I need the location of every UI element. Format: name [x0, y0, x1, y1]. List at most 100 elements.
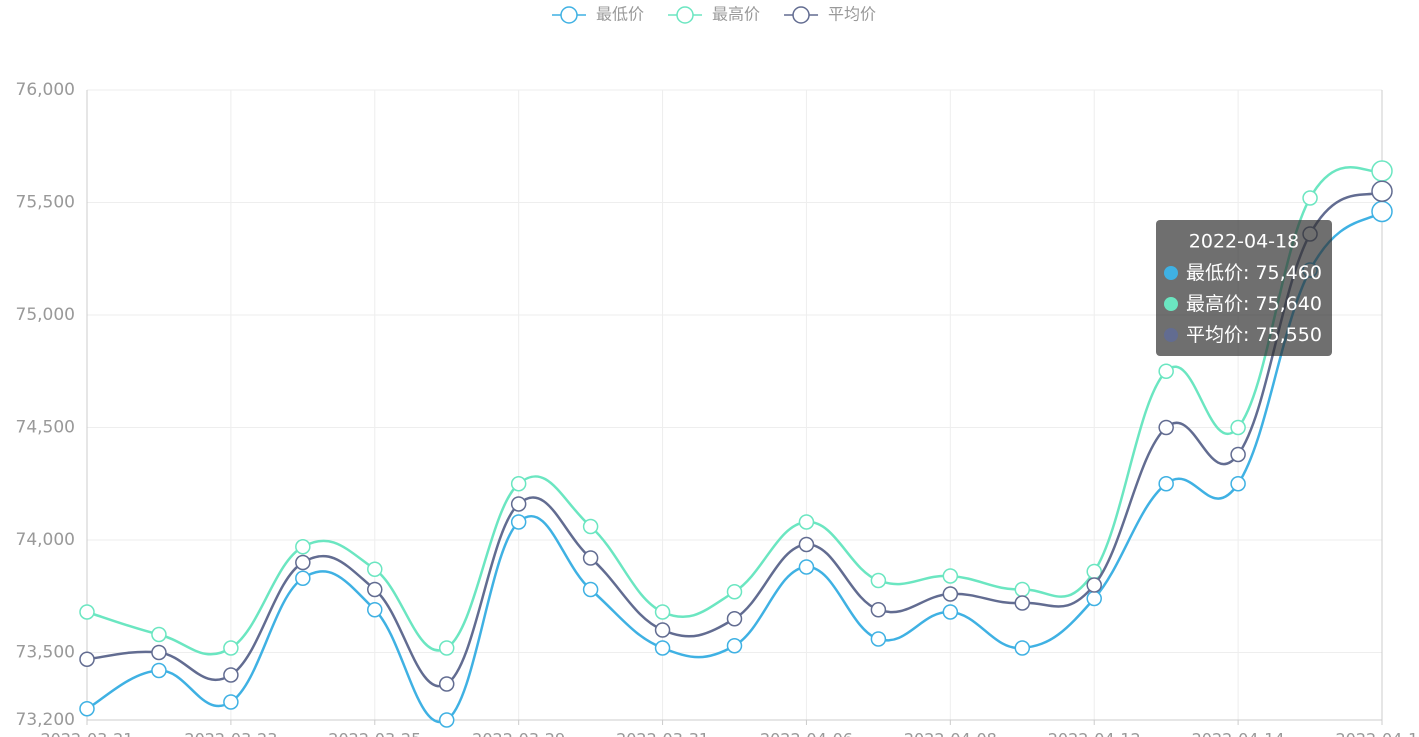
- data-point: [510, 496, 527, 512]
- y-tick-label: 76,000: [16, 80, 75, 100]
- x-tick-label: 2022-03-25: [328, 730, 421, 737]
- data-point: [79, 604, 95, 620]
- tooltip-series-name: 最低价: [1186, 262, 1243, 284]
- data-point: [798, 536, 815, 553]
- data-point: [1014, 581, 1031, 598]
- data-point: [1371, 200, 1393, 223]
- legend-label: 最低价: [596, 5, 644, 24]
- data-point: [1158, 476, 1174, 492]
- data-point: [1086, 590, 1102, 607]
- data-point: [151, 662, 167, 679]
- data-point: [654, 640, 671, 656]
- data-point: [654, 604, 671, 620]
- data-point: [367, 561, 383, 577]
- data-point: [438, 640, 455, 656]
- tooltip-title: 2022-04-18: [1189, 231, 1299, 253]
- data-point: [942, 604, 959, 620]
- y-tick-label: 73,500: [16, 643, 75, 663]
- y-tick-label: 75,500: [16, 193, 75, 213]
- y-tick-label: 74,500: [16, 418, 75, 438]
- tooltip-box: [1156, 220, 1332, 356]
- legend-item[interactable]: 最低价: [552, 5, 644, 24]
- data-point: [726, 584, 743, 600]
- legend-label: 平均价: [828, 5, 876, 24]
- data-point: [367, 581, 383, 598]
- data-point: [870, 572, 887, 589]
- data-point: [1014, 640, 1031, 656]
- data-point: [367, 602, 383, 618]
- data-point: [1014, 595, 1031, 611]
- data-point: [798, 514, 815, 530]
- tooltip-row: 最高价: 75,640: [1186, 293, 1322, 315]
- data-point: [151, 626, 167, 643]
- x-tick-label: 2022-04-14: [1192, 730, 1285, 737]
- data-point: [79, 701, 95, 717]
- legend-item[interactable]: 最高价: [668, 5, 760, 24]
- data-point: [438, 712, 455, 728]
- data-point: [1086, 577, 1102, 593]
- data-point: [223, 694, 239, 710]
- x-tick-label: 2022-04-08: [904, 730, 997, 737]
- data-point: [1230, 476, 1246, 492]
- data-point: [1371, 160, 1393, 182]
- x-tick-label: 2022-03-23: [184, 730, 277, 737]
- data-point: [1158, 363, 1174, 379]
- data-point: [726, 638, 743, 654]
- x-tick-label: 2022-03-31: [616, 730, 709, 737]
- data-point: [942, 586, 959, 602]
- x-tick-label: 2022-04-18: [1336, 730, 1419, 737]
- data-point: [295, 570, 311, 586]
- data-point: [1371, 180, 1393, 202]
- tooltip-series-name: 最高价: [1186, 293, 1243, 315]
- legend-marker: [792, 6, 810, 24]
- data-point: [870, 602, 887, 618]
- data-point: [798, 559, 815, 575]
- tooltip-value: 75,460: [1255, 262, 1321, 284]
- tooltip-separator: :: [1243, 324, 1255, 346]
- legend: 最低价 最高价 平均价: [552, 5, 876, 24]
- legend-label: 最高价: [712, 5, 760, 24]
- tooltip-dot: [1164, 297, 1178, 311]
- tooltip-row: 最低价: 75,460: [1186, 262, 1322, 284]
- data-point: [582, 518, 599, 535]
- data-point: [79, 651, 95, 667]
- series-line: [86, 166, 1383, 656]
- data-point: [438, 676, 455, 692]
- legend-item[interactable]: 平均价: [784, 5, 876, 24]
- data-point: [942, 568, 959, 584]
- y-tick-label: 75,000: [16, 305, 75, 325]
- x-tick-label: 2022-04-06: [760, 730, 853, 737]
- tooltip-row: 平均价: 75,550: [1186, 324, 1322, 346]
- tooltip-series-name: 平均价: [1186, 324, 1243, 346]
- y-tick-label: 73,200: [16, 710, 75, 730]
- data-point: [1158, 419, 1174, 436]
- tooltip: 2022-04-18 最低价: 75,460 最高价: 75,640 平均价: 75,…: [1156, 220, 1332, 356]
- data-point: [582, 581, 599, 598]
- data-point: [223, 640, 239, 656]
- legend-marker: [676, 6, 694, 24]
- data-point: [295, 554, 311, 571]
- x-tick-label: 2022-03-21: [41, 730, 134, 737]
- tooltip-separator: :: [1243, 293, 1255, 315]
- data-point: [223, 667, 239, 683]
- data-point: [151, 644, 167, 661]
- tooltip-separator: :: [1243, 262, 1255, 284]
- tooltip-value: 75,550: [1255, 324, 1321, 346]
- data-point: [726, 611, 743, 627]
- y-tick-label: 74,000: [16, 530, 75, 550]
- x-tick-label: 2022-03-29: [472, 730, 565, 737]
- data-point: [295, 539, 311, 555]
- tooltip-dot: [1164, 266, 1178, 280]
- data-point: [654, 622, 671, 638]
- data-point: [510, 476, 527, 492]
- data-point: [1302, 190, 1318, 206]
- data-point: [510, 514, 527, 530]
- data-point: [1230, 419, 1246, 436]
- data-point: [870, 631, 887, 647]
- x-tick-label: 2022-04-12: [1048, 730, 1141, 737]
- tooltip-dot: [1164, 328, 1178, 342]
- data-point: [1230, 446, 1246, 463]
- tooltip-value: 75,640: [1255, 293, 1321, 315]
